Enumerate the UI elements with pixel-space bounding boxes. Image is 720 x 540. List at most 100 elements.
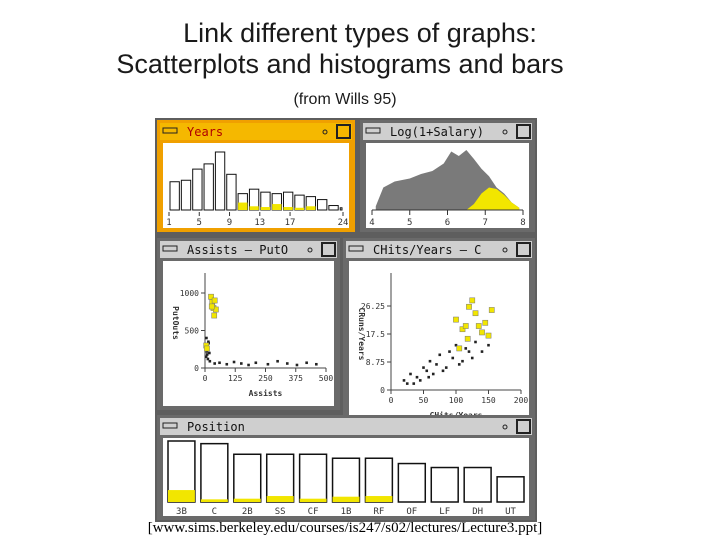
point (457, 363, 461, 366)
point (425, 369, 429, 373)
panel-titlebar (160, 418, 532, 435)
point (428, 359, 432, 363)
point (206, 357, 210, 361)
window-close-button (516, 242, 531, 257)
highlight-bar (168, 490, 195, 502)
selected-point (213, 306, 219, 313)
x-tick-label: 3B (176, 507, 187, 517)
point (204, 355, 208, 359)
point (454, 343, 458, 347)
point (205, 353, 209, 356)
y-tick-label: 0 (194, 364, 199, 373)
highlight-bar (365, 496, 393, 502)
point (254, 361, 258, 365)
point (451, 356, 455, 360)
point (207, 340, 210, 344)
selected-point (466, 303, 472, 310)
point (409, 372, 412, 376)
bar (214, 151, 226, 211)
x-tick-label: 17 (285, 218, 296, 228)
panel-titlebar (346, 241, 532, 258)
bar (463, 466, 492, 503)
bar (226, 173, 237, 211)
point (464, 347, 468, 350)
window-menu-button (365, 127, 381, 134)
point (295, 363, 299, 367)
window-icon (307, 247, 313, 253)
y-tick-label: 26.25 (361, 302, 385, 311)
x-tick-label: 0 (389, 396, 394, 405)
x-tick-label: 250 (258, 374, 273, 383)
point (480, 350, 484, 353)
x-tick-label: 200 (514, 396, 529, 405)
point (461, 359, 464, 363)
highlight-bar (299, 498, 327, 502)
point (422, 366, 425, 369)
point (415, 375, 419, 379)
highlight-bar (249, 206, 259, 210)
highlight-bar (233, 498, 261, 502)
x-tick-label: 125 (228, 374, 243, 383)
bar (192, 168, 203, 211)
window-icon (502, 424, 508, 430)
point (444, 366, 448, 369)
panel-titlebar (363, 123, 532, 140)
highlight-bar (200, 499, 228, 502)
x-tick-label: 0 (203, 374, 208, 383)
selected-point (211, 312, 218, 319)
bar (430, 466, 459, 503)
x-tick-label: 9 (227, 218, 232, 228)
window-close-button (516, 124, 531, 139)
highlight-bar (266, 496, 294, 502)
y-axis-label: CRuns/Years (357, 308, 366, 361)
point (431, 372, 435, 376)
bar (397, 462, 427, 503)
x-tick-label: 4 (369, 218, 374, 228)
point (213, 362, 216, 365)
selected-point (488, 307, 495, 313)
x-tick-label: SS (275, 507, 286, 517)
x-tick-label: 24 (338, 218, 349, 228)
panel-titlebar (160, 123, 352, 140)
point (208, 359, 212, 363)
point (225, 362, 229, 366)
bar (169, 181, 180, 211)
y-tick-label: 17.5 (366, 330, 385, 339)
source: [www.sims.berkeley.edu/courses/is247/s02… (148, 520, 543, 536)
point (441, 369, 445, 373)
x-axis-label: Assists (249, 388, 283, 398)
x-tick-label: UT (505, 507, 516, 517)
title: Link different types of graphs: (183, 18, 537, 48)
x-tick-label: 13 (254, 218, 265, 228)
point (266, 362, 270, 366)
x-tick-label: 375 (289, 374, 304, 383)
x-tick-label: 8 (520, 218, 525, 228)
x-tick-label: CF (308, 507, 319, 517)
highlight-bar (294, 207, 305, 210)
selected-point (479, 329, 485, 336)
point (247, 363, 250, 367)
highlight-bar (332, 496, 360, 502)
panel-title: Log(1+Salary) (390, 125, 484, 139)
x-tick-label: 1 (166, 218, 171, 228)
selected-point (204, 345, 210, 352)
bar (364, 457, 394, 503)
selected-point (208, 303, 215, 310)
point (205, 350, 209, 353)
point (208, 351, 211, 355)
window-close-button (321, 242, 336, 257)
y-tick-label: 0 (380, 386, 385, 395)
x-tick-label: 1B (341, 507, 352, 517)
bar (496, 476, 525, 503)
panel-title: Years (187, 125, 223, 139)
window-menu-button (162, 127, 178, 134)
highlight-bar (260, 207, 271, 210)
point (418, 379, 422, 382)
point (474, 340, 477, 344)
window-icon (502, 129, 508, 135)
x-tick-label: 7 (483, 218, 488, 228)
point (487, 343, 490, 347)
selected-point (462, 323, 469, 329)
x-tick-label: RF (373, 507, 384, 517)
